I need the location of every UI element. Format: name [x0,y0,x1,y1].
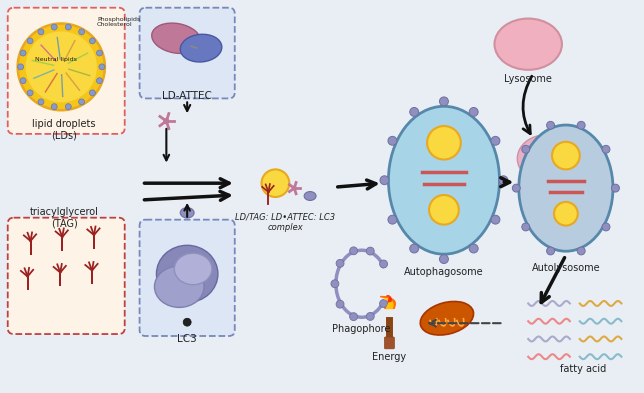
Circle shape [429,195,459,224]
Circle shape [350,247,357,255]
FancyBboxPatch shape [140,8,235,98]
Circle shape [20,50,26,56]
Circle shape [439,255,448,264]
FancyBboxPatch shape [140,220,235,336]
Ellipse shape [519,125,613,251]
Text: Autophagosome: Autophagosome [404,267,484,277]
Text: LC3: LC3 [177,334,197,344]
Circle shape [499,176,508,185]
Circle shape [90,38,95,44]
Circle shape [410,244,419,253]
Ellipse shape [495,18,562,70]
Ellipse shape [180,34,222,62]
FancyBboxPatch shape [8,8,125,134]
Circle shape [27,90,33,96]
Text: Neutral lipids: Neutral lipids [35,57,77,62]
Circle shape [38,99,44,105]
Text: Phospholipids
Cholesterol: Phospholipids Cholesterol [97,17,140,28]
Circle shape [79,99,84,105]
Circle shape [350,313,357,321]
Circle shape [38,29,44,35]
Circle shape [183,318,191,326]
Ellipse shape [388,106,500,254]
Circle shape [20,78,26,84]
Circle shape [17,24,105,110]
Circle shape [331,280,339,288]
Circle shape [90,90,95,96]
Circle shape [554,202,578,226]
Circle shape [379,299,388,307]
Circle shape [27,38,33,44]
Circle shape [164,118,169,124]
Circle shape [380,176,389,185]
Circle shape [52,24,57,30]
Circle shape [612,184,620,192]
Circle shape [292,186,296,190]
Ellipse shape [175,253,212,285]
Text: LD-ATTEC: LD-ATTEC [162,90,212,101]
FancyBboxPatch shape [384,337,394,349]
Circle shape [99,64,105,70]
Ellipse shape [517,135,575,182]
Circle shape [552,142,580,169]
Circle shape [491,215,500,224]
Circle shape [26,31,97,102]
Circle shape [602,223,610,231]
Text: Energy: Energy [372,352,406,362]
Text: Phagophore: Phagophore [332,324,391,334]
Circle shape [52,104,57,110]
Text: Autolysosome: Autolysosome [531,263,600,273]
Polygon shape [384,299,393,309]
Circle shape [522,145,530,153]
Text: triacylglycerol
(TAG): triacylglycerol (TAG) [30,207,99,228]
Circle shape [547,247,554,255]
Circle shape [336,259,344,267]
Circle shape [427,126,461,160]
Ellipse shape [155,266,204,307]
Circle shape [336,300,344,308]
Circle shape [379,260,388,268]
Ellipse shape [421,301,473,335]
Circle shape [388,215,397,224]
Circle shape [410,108,419,116]
Circle shape [547,121,554,129]
Circle shape [513,184,520,192]
Circle shape [97,50,102,56]
Circle shape [439,97,448,106]
Circle shape [261,169,289,197]
Ellipse shape [156,245,218,303]
Circle shape [79,29,84,35]
Circle shape [522,223,530,231]
Circle shape [366,247,374,255]
FancyBboxPatch shape [8,218,125,334]
Circle shape [469,244,478,253]
Circle shape [577,247,585,255]
Polygon shape [381,297,395,309]
Ellipse shape [304,191,316,200]
Ellipse shape [152,23,201,53]
Text: Lysosome: Lysosome [504,74,552,84]
Circle shape [469,108,478,116]
Text: fatty acid: fatty acid [560,364,606,374]
Text: LD/TAG: LD•ATTEC: LC3
complex: LD/TAG: LD•ATTEC: LC3 complex [235,213,336,232]
Polygon shape [387,296,391,301]
Circle shape [577,121,585,129]
Circle shape [602,145,610,153]
Text: lipid droplets
(LDs): lipid droplets (LDs) [32,119,96,141]
Circle shape [388,136,397,145]
Circle shape [491,136,500,145]
Circle shape [366,312,374,320]
Circle shape [17,64,24,70]
Circle shape [65,24,71,30]
Circle shape [97,78,102,84]
Circle shape [65,104,71,110]
Ellipse shape [180,208,194,218]
